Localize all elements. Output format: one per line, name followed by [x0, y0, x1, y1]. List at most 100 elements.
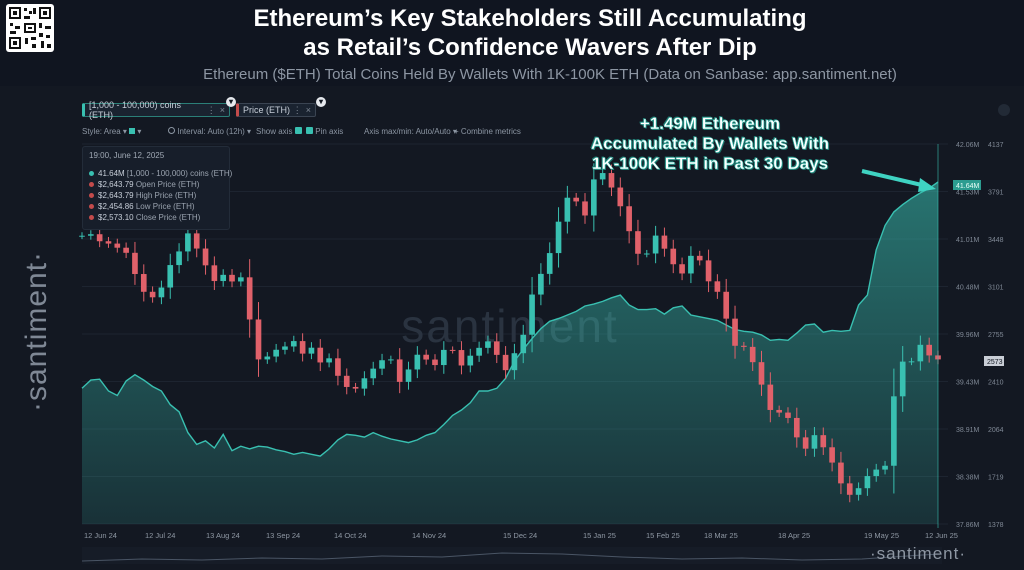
tooltip-row: $2,643.79 Open Price (ETH) — [89, 180, 199, 189]
price-candle — [899, 361, 906, 397]
axis-minmax-select[interactable]: Axis max/min: Auto/Auto ▾ — [364, 127, 457, 136]
price-candle — [440, 349, 447, 366]
color-swatch[interactable] — [129, 128, 136, 134]
price-candle — [741, 345, 747, 347]
price-candle — [538, 273, 544, 295]
metric-price-label: Price (ETH) — [243, 105, 290, 115]
metric-settings-icon[interactable]: ▾ — [226, 97, 236, 107]
x-axis-tick: 12 Jun 24 — [84, 531, 117, 540]
price-candle — [758, 362, 765, 385]
series-dot-icon — [89, 193, 94, 198]
price-candle — [185, 233, 191, 252]
pin-axis-toggle[interactable]: Pin axis — [306, 127, 343, 136]
price-candle — [838, 462, 844, 484]
style-select[interactable]: Style: Area ▾ ▾ — [82, 127, 142, 136]
interval-select[interactable]: Interval: Auto (12h) ▾ — [168, 127, 251, 136]
price-candle — [679, 264, 685, 274]
right-axis-tick: 3791 — [988, 190, 1004, 197]
left-axis-tick: 38.91M — [956, 427, 980, 434]
price-candle — [502, 354, 509, 371]
price-candle — [149, 291, 156, 298]
checkbox-checked-icon[interactable] — [306, 127, 313, 134]
timeline-scroller[interactable] — [81, 547, 943, 564]
price-candle — [917, 344, 924, 362]
price-candle — [591, 179, 597, 216]
x-axis-tick: 15 Feb 25 — [646, 531, 680, 540]
price-candle — [723, 291, 730, 319]
metric-holdings-button[interactable]: [1,000 - 100,000) coins (ETH) ⋮ × — [82, 100, 230, 120]
checkbox-checked-icon[interactable] — [294, 127, 302, 134]
show-axis-label: Show axis — [256, 127, 293, 136]
tooltip-label: Low Price (ETH) — [135, 202, 195, 211]
price-candle — [546, 253, 553, 274]
series-dot-icon — [89, 204, 94, 209]
chart-svg: santiment 42.06M41.53M41.01M40.48M39.96M… — [79, 142, 1004, 529]
settings-icon[interactable] — [998, 104, 1010, 116]
tooltip-label: Open Price (ETH) — [135, 180, 200, 189]
price-candle — [529, 294, 535, 335]
price-candle — [202, 248, 209, 266]
tooltip: 19:00, June 12, 2025 41.64M [1,000 - 100… — [82, 146, 232, 230]
price-candle — [555, 221, 562, 254]
chart-title-line2: as Retail’s Confidence Wavers After Dip — [303, 34, 757, 61]
price-candle — [290, 341, 297, 347]
combine-metrics-button[interactable]: + Combine metrics — [454, 127, 521, 136]
x-axis-tick: 12 Jul 24 — [145, 531, 176, 540]
right-axis-tick: 1719 — [988, 475, 1004, 482]
close-icon[interactable]: × — [219, 105, 225, 115]
right-axis-tick: 2410 — [988, 380, 1004, 387]
x-axis-tick: 19 May 25 — [864, 531, 900, 540]
tooltip-label: Close Price (ETH) — [135, 213, 201, 222]
price-candle — [829, 447, 835, 463]
annotation-line1: +1.49M Ethereum — [639, 114, 781, 133]
tooltip-row: $2,454.86 Low Price (ETH) — [89, 202, 195, 211]
price-candle — [846, 483, 853, 495]
price-candle — [343, 375, 350, 387]
price-candle — [714, 281, 721, 292]
price-candle — [891, 396, 897, 466]
more-options-icon[interactable]: ⋮ — [292, 104, 302, 115]
show-axis-toggle[interactable]: Show axis — [256, 127, 302, 136]
price-candle — [864, 476, 871, 489]
close-icon[interactable]: × — [305, 105, 311, 115]
x-axis-tick: 15 Dec 24 — [503, 531, 538, 540]
current-holdings-label: 41.64M — [956, 183, 980, 190]
price-candle — [299, 341, 306, 354]
price-candle — [820, 435, 827, 448]
price-candle — [793, 417, 800, 438]
series-dot-icon — [89, 215, 94, 220]
price-candle — [732, 318, 738, 346]
price-candle — [335, 358, 341, 376]
holdings-line — [81, 181, 939, 457]
price-candle — [573, 197, 580, 202]
left-axis-tick: 39.43M — [956, 380, 980, 387]
price-candle — [626, 206, 632, 232]
metric-settings-icon[interactable]: ▾ — [316, 97, 326, 107]
price-candle — [776, 409, 782, 413]
price-candle — [96, 234, 103, 242]
x-axis-tick: 18 Mar 25 — [704, 531, 738, 540]
annotation-line2: Accumulated By Wallets With — [590, 134, 830, 153]
current-holdings-marker — [953, 180, 981, 190]
price-candle — [908, 361, 915, 363]
x-axis-tick: 12 Jun 25 — [925, 531, 958, 540]
price-candle — [493, 341, 500, 355]
tooltip-row: $2,573.10 Close Price (ETH) — [89, 213, 200, 222]
price-candle — [255, 319, 262, 360]
price-candle — [511, 353, 518, 371]
annotation: +1.49M Ethereum Accumulated By Wallets W… — [560, 114, 860, 174]
price-candle — [873, 469, 880, 477]
metric-price-button[interactable]: Price (ETH) ⋮ × — [236, 103, 316, 117]
price-candle — [220, 274, 227, 282]
price-candle — [811, 435, 818, 449]
right-axis: 4137 3791 3448 3101 2755 2410 2064 1719 1378 — [988, 142, 1004, 529]
more-options-icon[interactable]: ⋮ — [206, 104, 216, 115]
tooltip-date: 19:00, June 12, 2025 — [89, 151, 165, 160]
price-candle — [635, 231, 641, 254]
left-axis-tick: 37.86M — [956, 522, 980, 529]
right-axis-tick: 2064 — [988, 427, 1004, 434]
price-candle — [608, 173, 615, 188]
price-candle — [564, 197, 571, 222]
price-candle — [193, 233, 200, 249]
x-axis-tick: 14 Nov 24 — [412, 531, 447, 540]
